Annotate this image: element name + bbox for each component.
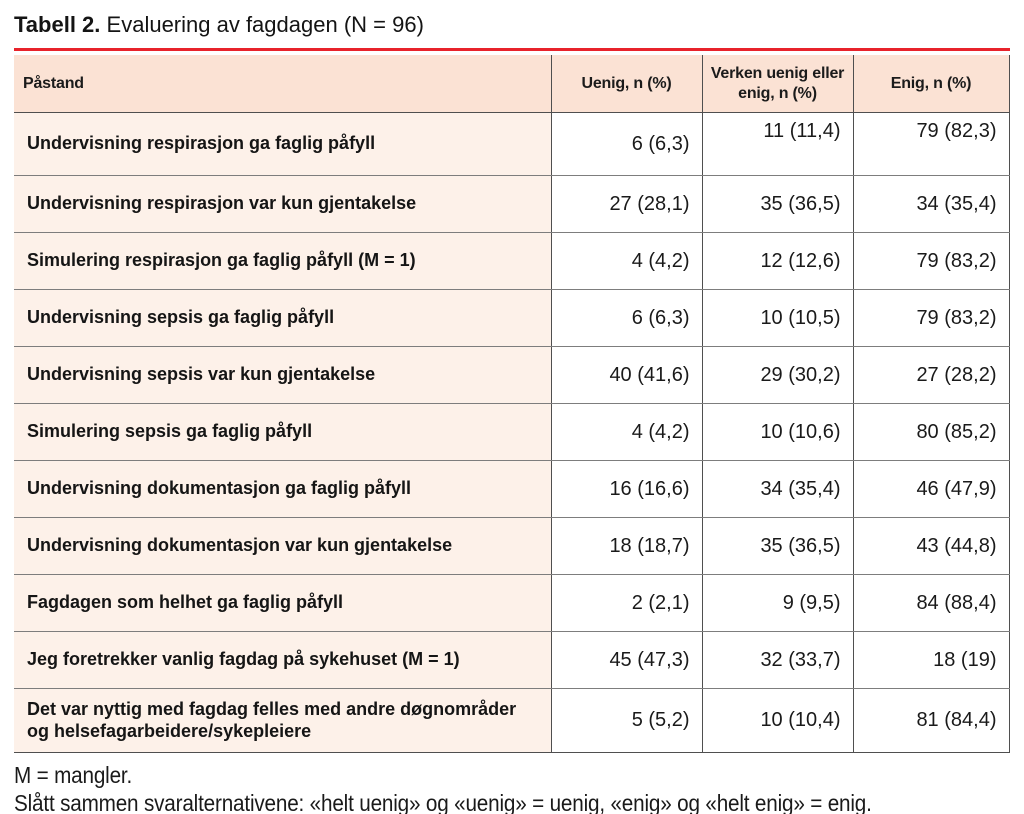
statement-cell: Simulering respirasjon ga faglig påfyll … bbox=[14, 232, 552, 290]
statement-cell: Undervisning dokumentasjon var kun gjent… bbox=[14, 517, 552, 575]
accent-rule-top bbox=[14, 48, 1010, 51]
agree-cell: 27 (28,2) bbox=[853, 346, 1010, 404]
disagree-cell: 5 (5,2) bbox=[551, 688, 703, 753]
statement-cell: Fagdagen som helhet ga faglig påfyll bbox=[14, 574, 552, 632]
column-header-disagree: Uenig, n (%) bbox=[551, 55, 703, 113]
neutral-cell: 11 (11,4) bbox=[702, 112, 854, 176]
disagree-cell: 18 (18,7) bbox=[551, 517, 703, 575]
table-title-label: Tabell 2. bbox=[14, 12, 101, 37]
statement-cell: Undervisning respirasjon var kun gjentak… bbox=[14, 175, 552, 233]
disagree-cell: 27 (28,1) bbox=[551, 175, 703, 233]
footnote-collapsed-categories: Slått sammen svaralternativene: «helt ue… bbox=[14, 789, 1010, 814]
footnote-missing: M = mangler. bbox=[14, 761, 1010, 789]
column-header-neutral: Verken uenig eller enig, n (%) bbox=[702, 55, 854, 113]
neutral-cell: 29 (30,2) bbox=[702, 346, 854, 404]
disagree-cell: 4 (4,2) bbox=[551, 403, 703, 461]
statement-cell: Undervisning sepsis ga faglig påfyll bbox=[14, 289, 552, 347]
footnote-collapsed-text: Slått sammen svaralternativene: «helt ue… bbox=[14, 790, 872, 814]
neutral-cell: 34 (35,4) bbox=[702, 460, 854, 518]
statement-cell: Simulering sepsis ga faglig påfyll bbox=[14, 403, 552, 461]
table-row: Undervisning sepsis var kun gjentakelse … bbox=[14, 346, 1010, 404]
disagree-cell: 6 (6,3) bbox=[551, 112, 703, 176]
table-row: Simulering sepsis ga faglig påfyll 4 (4,… bbox=[14, 403, 1010, 461]
table-row: Jeg foretrekker vanlig fagdag på sykehus… bbox=[14, 631, 1010, 689]
footnote-missing-text: M = mangler. bbox=[14, 762, 133, 788]
column-header-agree: Enig, n (%) bbox=[853, 55, 1010, 113]
disagree-cell: 2 (2,1) bbox=[551, 574, 703, 632]
table-body: Undervisning respirasjon ga faglig påfyl… bbox=[14, 112, 1010, 753]
agree-cell: 43 (44,8) bbox=[853, 517, 1010, 575]
agree-cell: 18 (19) bbox=[853, 631, 1010, 689]
disagree-cell: 4 (4,2) bbox=[551, 232, 703, 290]
table-row: Simulering respirasjon ga faglig påfyll … bbox=[14, 232, 1010, 290]
table-title-text: Evaluering av fagdagen (N = 96) bbox=[106, 12, 424, 37]
agree-cell: 34 (35,4) bbox=[853, 175, 1010, 233]
table-header: Påstand Uenig, n (%) Verken uenig eller … bbox=[14, 55, 1010, 113]
agree-cell: 46 (47,9) bbox=[853, 460, 1010, 518]
table-row: Undervisning respirasjon ga faglig påfyl… bbox=[14, 112, 1010, 176]
agree-cell: 79 (83,2) bbox=[853, 289, 1010, 347]
statement-cell: Undervisning sepsis var kun gjentakelse bbox=[14, 346, 552, 404]
agree-cell: 84 (88,4) bbox=[853, 574, 1010, 632]
header-row: Påstand Uenig, n (%) Verken uenig eller … bbox=[14, 55, 1010, 113]
neutral-cell: 10 (10,5) bbox=[702, 289, 854, 347]
neutral-cell: 35 (36,5) bbox=[702, 517, 854, 575]
disagree-cell: 40 (41,6) bbox=[551, 346, 703, 404]
table-title: Tabell 2. Evaluering av fagdagen (N = 96… bbox=[14, 10, 1010, 40]
statement-cell: Undervisning dokumentasjon ga faglig påf… bbox=[14, 460, 552, 518]
table-row: Undervisning dokumentasjon var kun gjent… bbox=[14, 517, 1010, 575]
agree-cell: 79 (82,3) bbox=[853, 112, 1010, 176]
agree-cell: 81 (84,4) bbox=[853, 688, 1010, 753]
evaluation-table: Påstand Uenig, n (%) Verken uenig eller … bbox=[14, 55, 1010, 753]
disagree-cell: 45 (47,3) bbox=[551, 631, 703, 689]
disagree-cell: 6 (6,3) bbox=[551, 289, 703, 347]
table-row: Det var nyttig med fagdag felles med and… bbox=[14, 688, 1010, 753]
statement-cell: Det var nyttig med fagdag felles med and… bbox=[14, 688, 552, 753]
statement-cell: Undervisning respirasjon ga faglig påfyl… bbox=[14, 112, 552, 176]
agree-cell: 79 (83,2) bbox=[853, 232, 1010, 290]
statement-cell: Jeg foretrekker vanlig fagdag på sykehus… bbox=[14, 631, 552, 689]
table-row: Undervisning respirasjon var kun gjentak… bbox=[14, 175, 1010, 233]
neutral-cell: 10 (10,4) bbox=[702, 688, 854, 753]
column-header-statement: Påstand bbox=[14, 55, 552, 113]
table-row: Undervisning dokumentasjon ga faglig påf… bbox=[14, 460, 1010, 518]
disagree-cell: 16 (16,6) bbox=[551, 460, 703, 518]
neutral-cell: 32 (33,7) bbox=[702, 631, 854, 689]
neutral-cell: 9 (9,5) bbox=[702, 574, 854, 632]
table-row: Undervisning sepsis ga faglig påfyll 6 (… bbox=[14, 289, 1010, 347]
neutral-cell: 10 (10,6) bbox=[702, 403, 854, 461]
agree-cell: 80 (85,2) bbox=[853, 403, 1010, 461]
neutral-cell: 12 (12,6) bbox=[702, 232, 854, 290]
neutral-cell: 35 (36,5) bbox=[702, 175, 854, 233]
table-footnotes: M = mangler. Slått sammen svaralternativ… bbox=[14, 761, 1010, 814]
table-row: Fagdagen som helhet ga faglig påfyll 2 (… bbox=[14, 574, 1010, 632]
